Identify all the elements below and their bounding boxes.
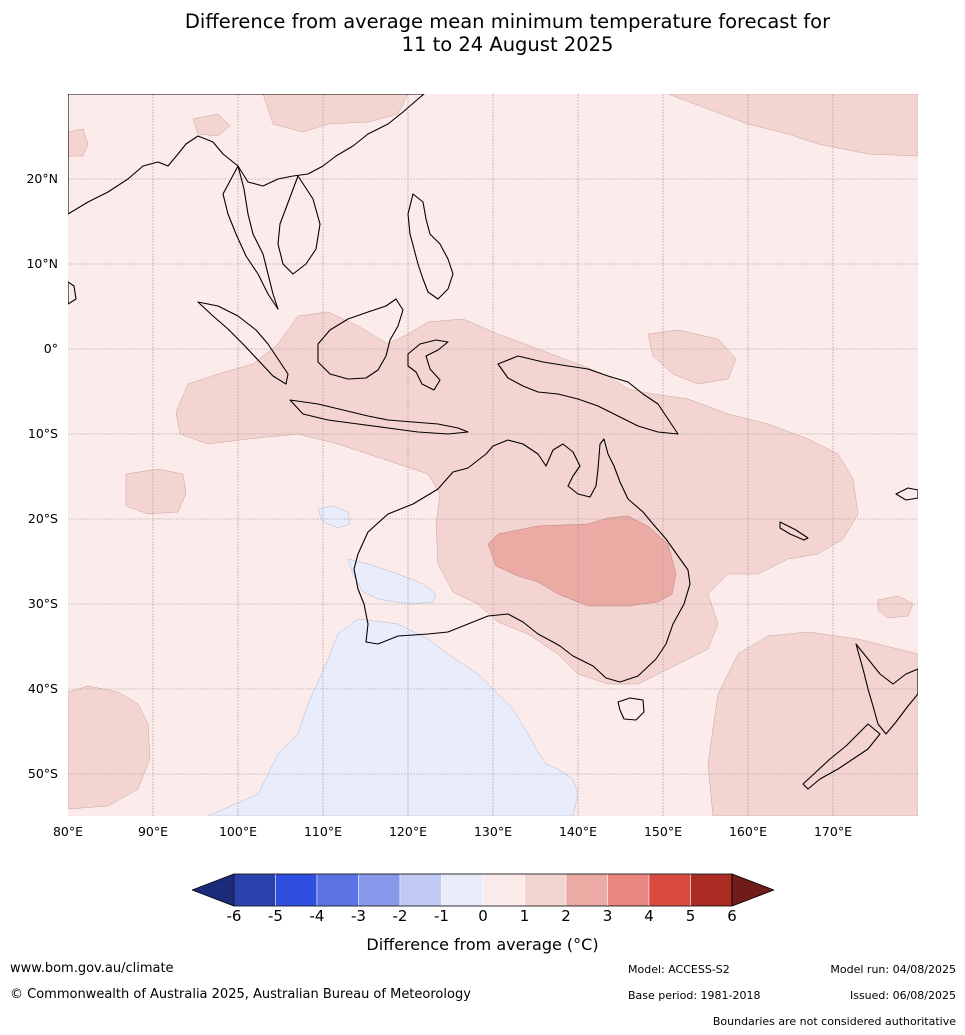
colorbar-tick-label: 0 [478, 907, 488, 925]
colorbar-segment [441, 873, 484, 907]
colorbar-under-triangle [192, 873, 235, 907]
indochina-east-coastline [277, 175, 321, 275]
lon-label-140e: 140°E [558, 824, 597, 839]
footer-copyright: © Commonwealth of Australia 2025, Austra… [10, 987, 471, 1002]
sulawesi-coastline [407, 339, 449, 391]
borneo-coastline [317, 298, 404, 380]
colorbar-tick-label: 3 [602, 907, 613, 925]
colorbar-segment [524, 873, 567, 907]
colorbar-tick-label: -6 [226, 907, 242, 925]
colorbar-segment [275, 873, 318, 907]
anomaly-region-southwest-1to2 [68, 685, 151, 810]
new-caledonia-coastline [779, 521, 809, 541]
lon-label-130e: 130°E [473, 824, 512, 839]
new-zealand-south-island-coastline [802, 723, 881, 790]
asia-mainland-coastline [68, 94, 425, 215]
footer-model: Model: ACCESS-S2 [628, 963, 730, 976]
anomaly-region-bay-1to2 [192, 113, 231, 137]
anomaly-region-northwest-pacific-1to2 [667, 94, 918, 157]
footer-model-run: Model run: 04/08/2025 [830, 963, 956, 976]
lat-label-30s: 30°S [27, 596, 58, 611]
lat-label-20n: 20°N [26, 171, 58, 186]
lon-label-120e: 120°E [388, 824, 427, 839]
colorbar-segment [690, 873, 733, 907]
colorbar-segment [233, 873, 276, 907]
colorbar-tick-label: -4 [309, 907, 325, 925]
anomaly-region-png-east-1to2 [647, 329, 737, 385]
lon-label-160e: 160°E [728, 824, 767, 839]
new-zealand-north-island-coastline [855, 643, 918, 735]
indochina-coastline [222, 165, 279, 310]
colorbar-segment [482, 873, 525, 907]
colorbar-segment [607, 873, 650, 907]
lat-label-50s: 50°S [27, 766, 58, 781]
colorbar-tick-label: 2 [561, 907, 571, 925]
colorbar-over-triangle [731, 873, 774, 907]
footer-website: www.bom.gov.au/climate [10, 961, 174, 976]
fiji-coastline [895, 487, 918, 501]
colorbar-segment [358, 873, 401, 907]
philippines-coastline [407, 193, 454, 300]
colorbar [192, 873, 774, 907]
australia-coastline [353, 438, 691, 683]
lat-label-10n: 10°N [26, 256, 58, 271]
lat-label-0: 0° [43, 341, 58, 356]
colorbar-tick-label: -2 [392, 907, 408, 925]
lon-label-110e: 110°E [303, 824, 342, 839]
colorbar-outline [233, 873, 733, 907]
footer-issued: Issued: 06/08/2025 [849, 989, 956, 1002]
anomaly-region-wa-coast-negative [347, 558, 437, 605]
colorbar-tick-label: 1 [519, 907, 530, 925]
lat-label-20s: 20°S [27, 511, 58, 526]
colorbar-title: Difference from average (°C) [366, 935, 599, 954]
footer-disclaimer: Boundaries are not considered authoritat… [712, 1015, 956, 1028]
anomaly-region-tasman-nz-1to2 [707, 631, 918, 816]
lon-label-170e: 170°E [813, 824, 852, 839]
tasmania-coastline [617, 697, 645, 721]
lat-label-10s: 10°S [27, 426, 58, 441]
colorbar-tick-label: 6 [727, 907, 737, 925]
anomaly-region-west-1to2 [68, 128, 89, 157]
anomaly-region-indian-ocean-1to2 [125, 468, 187, 515]
sri-lanka-coastline [68, 281, 77, 305]
anomaly-region-east-small-1to2 [877, 595, 914, 619]
colorbar-segment [565, 873, 608, 907]
anomaly-region-north-1to2 [262, 94, 409, 133]
anomaly-map [68, 94, 918, 816]
anomaly-region-queensland-2to3 [487, 515, 677, 607]
graticule [68, 94, 918, 816]
new-guinea-coastline [497, 355, 679, 435]
colorbar-tick-label: -1 [434, 907, 449, 925]
lon-label-80e: 80°E [52, 824, 84, 839]
title-line-1: Difference from average mean minimum tem… [184, 10, 831, 33]
sumatra-coastline [197, 301, 289, 385]
coastlines [68, 94, 918, 790]
chart-title: Difference from average mean minimum tem… [0, 10, 965, 56]
colorbar-segment [648, 873, 691, 907]
colorbar-segment [316, 873, 359, 907]
colorbar-tick-label: -5 [268, 907, 283, 925]
footer-base-period: Base period: 1981-2018 [628, 989, 761, 1002]
colorbar-tick-label: -3 [351, 907, 366, 925]
anomaly-region-southern-ocean-negative [207, 618, 579, 816]
colorbar-segment [399, 873, 442, 907]
lat-label-40s: 40°S [27, 681, 58, 696]
colorbar-tick-label: 5 [685, 907, 696, 925]
lon-label-100e: 100°E [218, 824, 257, 839]
lon-label-90e: 90°E [137, 824, 169, 839]
title-line-2: 11 to 24 August 2025 [401, 33, 614, 56]
colorbar-tick-label: 4 [644, 907, 654, 925]
java-coastline [289, 399, 469, 435]
lon-label-150e: 150°E [643, 824, 682, 839]
